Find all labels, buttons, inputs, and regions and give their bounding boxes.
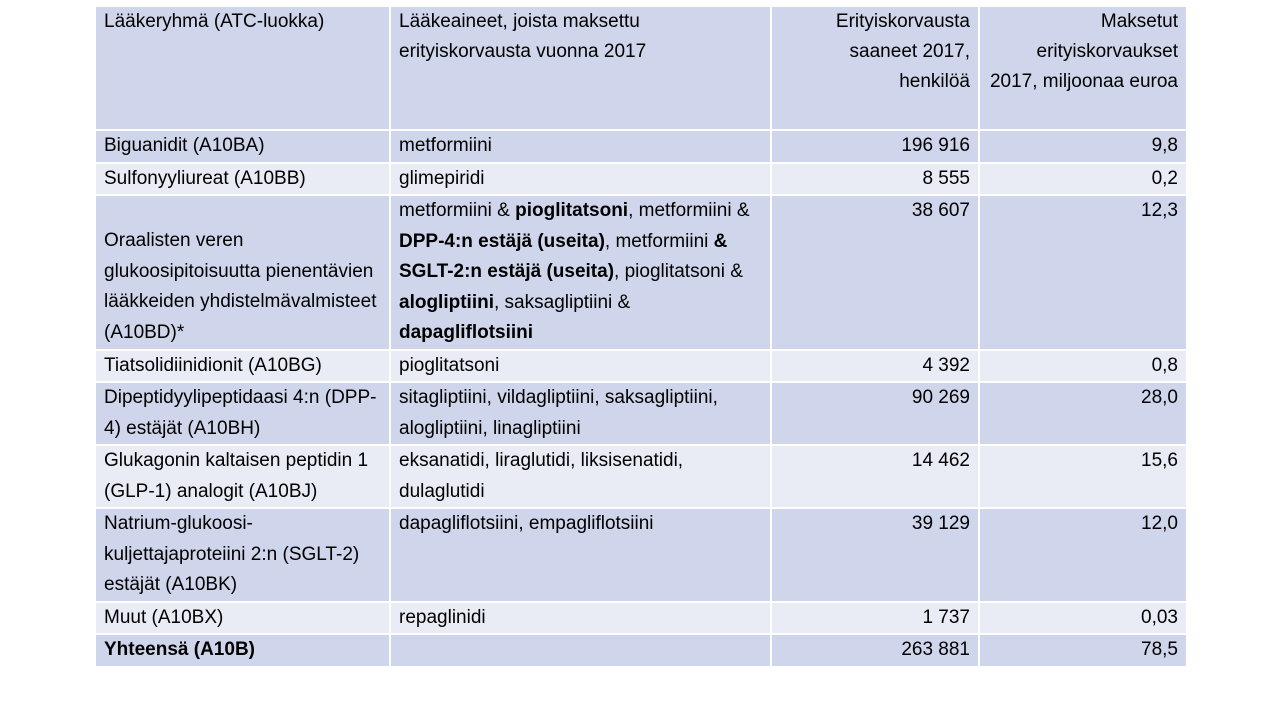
- cell-persons: 1 737: [770, 600, 980, 635]
- cell-persons: 8 555: [770, 161, 980, 196]
- cell-substances: sitagliptiini, vildagliptiini, saksaglip…: [389, 381, 772, 446]
- cell-group: Glukagonin kaltaisen peptidin 1 (GLP-1) …: [94, 444, 391, 509]
- cell-persons: 196 916: [770, 129, 980, 164]
- total-row: Yhteensä (A10B) 263 881 78,5: [94, 633, 1188, 668]
- cell-euros: 12,3: [978, 194, 1188, 351]
- cell-substances: metformiini: [389, 129, 772, 164]
- substance-part: metformiini &: [399, 200, 516, 221]
- table-row: Oraalisten veren glukoosipitoisuutta pie…: [94, 194, 1188, 351]
- table-row: Tiatsolidiinidionit (A10BG) pioglitatson…: [94, 348, 1188, 383]
- substance-part-bold: & SGLT-2:n estäjä (useita): [399, 230, 728, 283]
- table-row: Glukagonin kaltaisen peptidin 1 (GLP-1) …: [94, 444, 1188, 509]
- header-row: Lääkeryhmä (ATC-luokka) Lääkeaineet, joi…: [94, 5, 1188, 131]
- cell-euros: 28,0: [978, 381, 1188, 446]
- cell-substances: pioglitatsoni: [389, 348, 772, 383]
- substance-part-bold: DPP-4:n estäjä (useita): [399, 230, 605, 252]
- cell-substances: repaglinidi: [389, 600, 772, 635]
- substance-part-bold: dapagliflotsiini: [399, 322, 534, 343]
- cell-euros: 12,0: [978, 507, 1188, 603]
- header-euros: Maksetut erityiskorvaukset 2017, miljoon…: [978, 5, 1188, 131]
- cell-substances: metformiini & pioglitatsoni, metformiini…: [389, 194, 772, 351]
- cell-group: Dipeptidyylipeptidaasi 4:n (DPP-4) estäj…: [94, 381, 391, 446]
- table-row: Muut (A10BX) repaglinidi 1 737 0,03: [94, 600, 1188, 635]
- cell-total-persons: 263 881: [770, 633, 980, 668]
- cell-group: Muut (A10BX): [94, 600, 391, 635]
- cell-persons: 39 129: [770, 507, 980, 603]
- table-row: Sulfonyyliureat (A10BB) glimepiridi 8 55…: [94, 161, 1188, 196]
- table-row: Dipeptidyylipeptidaasi 4:n (DPP-4) estäj…: [94, 381, 1188, 446]
- cell-group: Biguanidit (A10BA): [94, 129, 391, 164]
- cell-total-substances: [389, 633, 772, 668]
- cell-group: Sulfonyyliureat (A10BB): [94, 161, 391, 196]
- table-row: Natrium-glukoosi-kuljettajaproteiini 2:n…: [94, 507, 1188, 603]
- header-substances: Lääkeaineet, joista maksettu erityiskorv…: [389, 5, 772, 131]
- substance-part: , pioglitatsoni &: [614, 261, 743, 282]
- cell-persons: 90 269: [770, 381, 980, 446]
- cell-group: Natrium-glukoosi-kuljettajaproteiini 2:n…: [94, 507, 391, 603]
- cell-persons: 14 462: [770, 444, 980, 509]
- header-persons: Erityiskorvausta saaneet 2017, henkilöä: [770, 5, 980, 131]
- cell-substances: dapagliflotsiini, empagliflotsiini: [389, 507, 772, 603]
- cell-group: Oraalisten veren glukoosipitoisuutta pie…: [94, 194, 391, 351]
- cell-persons: 38 607: [770, 194, 980, 351]
- cell-substances: eksanatidi, liraglutidi, liksisenatidi, …: [389, 444, 772, 509]
- substance-part: , metformiini: [604, 230, 714, 252]
- cell-euros: 9,8: [978, 129, 1188, 164]
- substance-part: , metformiini &: [628, 200, 750, 221]
- cell-total-label: Yhteensä (A10B): [94, 633, 391, 668]
- cell-euros: 15,6: [978, 444, 1188, 509]
- table-row: Biguanidit (A10BA) metformiini 196 916 9…: [94, 129, 1188, 164]
- header-group: Lääkeryhmä (ATC-luokka): [94, 5, 391, 131]
- substance-part: , saksagliptiini &: [494, 291, 631, 313]
- substance-part-bold: alogliptiini: [399, 291, 494, 313]
- cell-substances: glimepiridi: [389, 161, 772, 196]
- cell-euros: 0,2: [978, 161, 1188, 196]
- cell-euros: 0,03: [978, 600, 1188, 635]
- cell-group: Tiatsolidiinidionit (A10BG): [94, 348, 391, 383]
- reimbursement-table: Lääkeryhmä (ATC-luokka) Lääkeaineet, joi…: [94, 5, 1188, 668]
- cell-total-euros: 78,5: [978, 633, 1188, 668]
- cell-persons: 4 392: [770, 348, 980, 383]
- substance-part-bold: pioglitatsoni: [515, 200, 629, 221]
- cell-euros: 0,8: [978, 348, 1188, 383]
